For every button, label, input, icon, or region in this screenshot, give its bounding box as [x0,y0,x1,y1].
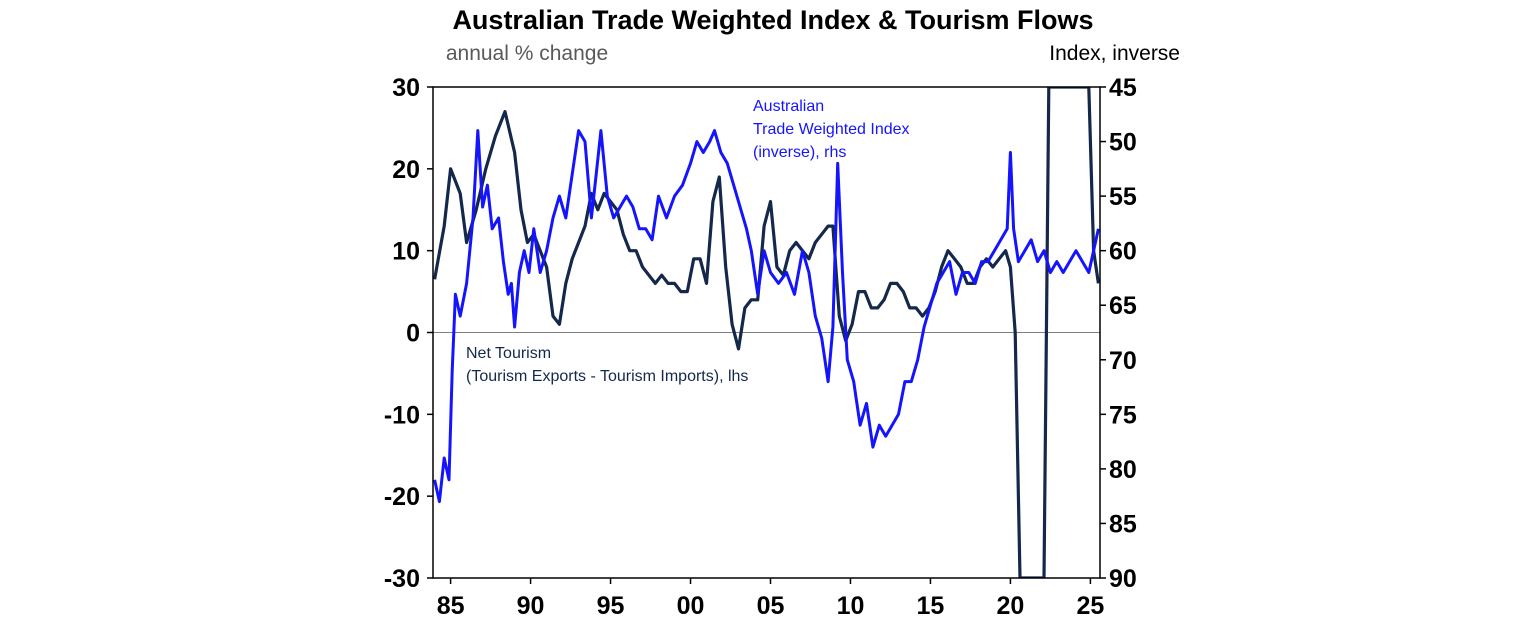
right-axis-tick-label: 75 [1109,401,1137,429]
right-axis-tick-label: 50 [1109,129,1137,157]
left-axis-tick-label: 10 [392,238,420,266]
left-axis-tick-label: -20 [384,483,420,511]
left-axis-tick-label: -30 [384,565,420,593]
chart-title: Australian Trade Weighted Index & Touris… [452,5,1093,35]
right-axis-tick-label: 65 [1109,292,1137,320]
left-axis-unit-label: annual % change [446,42,608,65]
twi-inverse-series-line [433,129,1100,504]
x-axis-tick-label: 95 [597,592,625,620]
left-axis-tick-label: 30 [392,74,420,102]
right-axis-tick-label: 70 [1109,347,1137,375]
x-axis-tick-label: 15 [917,592,945,620]
right-axis-tick-label: 90 [1109,565,1137,593]
x-axis-tick-label: 20 [997,592,1025,620]
net-tourism-series-line [433,87,1100,578]
right-axis-tick-label: 85 [1109,510,1137,538]
right-axis-tick-label: 80 [1109,456,1137,484]
right-axis-tick-label: 60 [1109,238,1137,266]
right-axis-tick-label: 55 [1109,183,1137,211]
twi-series-label-line-1: Australian [753,98,824,115]
twi-series-label-line-3: (inverse), rhs [753,144,846,161]
left-axis-tick-label: 0 [406,320,420,348]
net-tourism-label-line-2: (Tourism Exports - Tourism Imports), lhs [466,368,748,385]
x-axis-tick-label: 85 [437,592,465,620]
right-axis-unit-label: Index, inverse [1049,42,1180,65]
net-tourism-label-line-1: Net Tourism [466,345,551,362]
x-axis-tick-label: 00 [677,592,705,620]
right-axis-tick-label: 45 [1109,74,1137,102]
x-axis-tick-label: 90 [517,592,545,620]
x-axis-tick-label: 05 [757,592,785,620]
left-axis-tick-label: 20 [392,156,420,184]
twi-series-label-line-2: Trade Weighted Index [753,121,910,138]
x-axis-tick-label: 25 [1076,592,1104,620]
x-axis-tick-label: 10 [837,592,865,620]
left-axis-tick-label: -10 [384,401,420,429]
